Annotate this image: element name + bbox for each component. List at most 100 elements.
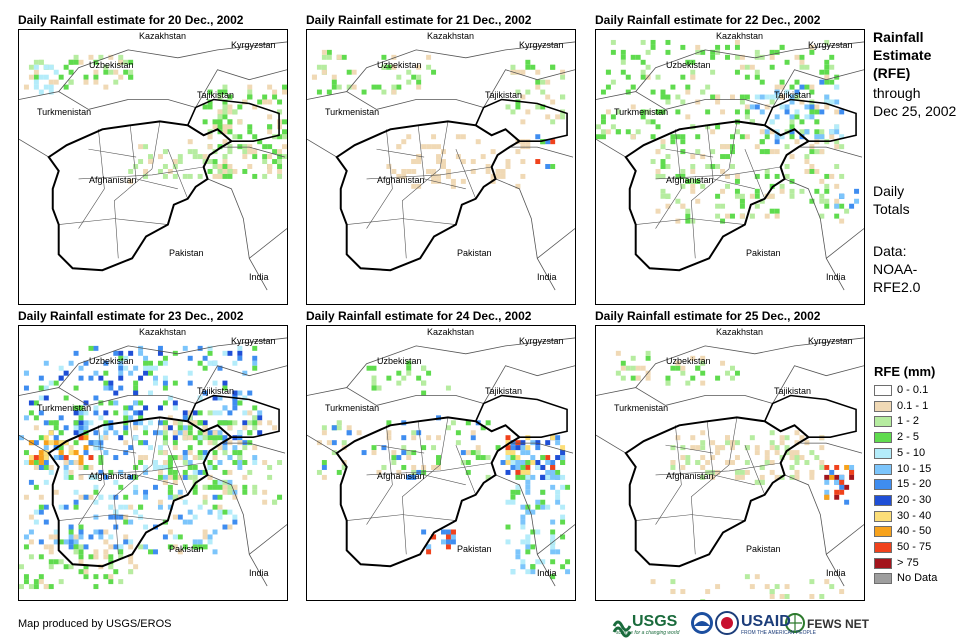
afghanistan-outline — [624, 120, 811, 272]
data-source: Data: NOAA- RFE2.0 — [873, 242, 920, 296]
country-label-india: India — [249, 272, 269, 282]
country-border — [195, 69, 287, 108]
province-boundary — [129, 125, 178, 190]
usaid-text: USAID — [741, 613, 791, 630]
panel-title: Daily Rainfall estimate for 24 Dec., 200… — [306, 309, 532, 323]
pakistan-border — [495, 442, 574, 587]
province-boundary — [167, 445, 189, 495]
country-label-afghanistan: Afghanistan — [666, 175, 714, 185]
country-label-kazakhstan: Kazakhstan — [139, 31, 187, 41]
country-label-uzbekistan: Uzbekistan — [89, 356, 134, 366]
country-label-uzbekistan: Uzbekistan — [377, 60, 422, 70]
country-border — [58, 41, 287, 92]
rfe-heading-line: (RFE) — [873, 65, 911, 81]
country-border — [195, 365, 287, 404]
country-label-afghanistan: Afghanistan — [89, 471, 137, 481]
legend-swatch — [874, 400, 892, 412]
country-border — [537, 524, 575, 555]
legend-label: > 75 — [897, 556, 919, 569]
rfe-heading: Rainfall Estimate (RFE) — [873, 28, 931, 82]
legend-swatch — [874, 557, 892, 569]
legend-swatch — [874, 542, 892, 553]
fews-globe — [785, 613, 805, 633]
country-label-uzbekistan: Uzbekistan — [666, 60, 711, 70]
province-boundary — [346, 218, 456, 225]
legend-label: 0.1 - 1 — [897, 399, 929, 412]
logos-graphic — [612, 611, 805, 638]
noaa-logo — [691, 612, 713, 634]
afghanistan-outline — [335, 416, 522, 568]
pakistan-border — [784, 146, 863, 291]
legend-item: > 75 — [874, 557, 974, 571]
country-label-kyrgyzstan: Kyrgyzstan — [231, 40, 276, 50]
country-label-uzbekistan: Uzbekistan — [666, 356, 711, 366]
country-label-india: India — [537, 568, 557, 578]
legend-item: 10 - 15 — [874, 463, 974, 477]
panel-title: Daily Rainfall estimate for 20 Dec., 200… — [18, 13, 244, 27]
map-canvas — [19, 41, 287, 291]
pakistan-border — [784, 442, 863, 587]
country-border — [19, 138, 49, 158]
country-label-turkmenistan: Turkmenistan — [614, 107, 669, 117]
legend-label: 1 - 2 — [897, 415, 920, 428]
province-boundary — [346, 514, 456, 521]
country-border — [307, 387, 484, 406]
fews-text: FEWS NET — [807, 617, 869, 631]
legend-item: 5 - 10 — [874, 447, 974, 461]
legend-swatch — [874, 416, 892, 428]
legend-item: 50 - 75 — [874, 541, 974, 555]
country-label-kyrgyzstan: Kyrgyzstan — [808, 336, 853, 346]
country-border — [772, 365, 864, 404]
country-border — [483, 69, 575, 108]
country-border — [483, 365, 575, 404]
rainfall-map: Kazakhstan Kyrgyzstan Uzbekistan Tajikistan… — [595, 325, 865, 601]
country-label-tajikistan: Tajikistan — [197, 90, 235, 100]
afghanistan-outline — [47, 120, 234, 272]
legend-item: 0 - 0.1 — [874, 384, 974, 398]
rainfall-map-panel: Daily Rainfall estimate for 24 Dec., 200… — [306, 309, 576, 605]
country-label-pakistan: Pakistan — [457, 248, 492, 258]
province-boundary — [401, 121, 449, 259]
map-credit: Map produced by USGS/EROS — [18, 618, 172, 630]
logo-strip: USGS science for a changing world USAID … — [612, 610, 869, 638]
country-label-pakistan: Pakistan — [169, 544, 204, 554]
province-boundary — [706, 125, 755, 190]
country-label-kazakhstan: Kazakhstan — [427, 327, 475, 337]
province-boundary — [690, 121, 738, 259]
legend-item: 0.1 - 1 — [874, 400, 974, 414]
panel-title: Daily Rainfall estimate for 21 Dec., 200… — [306, 13, 532, 27]
country-label-uzbekistan: Uzbekistan — [377, 356, 422, 366]
country-label-tajikistan: Tajikistan — [485, 90, 523, 100]
country-label-india: India — [537, 272, 557, 282]
province-boundary — [401, 417, 449, 555]
country-label-afghanistan: Afghanistan — [377, 471, 425, 481]
province-boundary — [366, 129, 393, 229]
country-label-tajikistan: Tajikistan — [774, 386, 812, 396]
country-label-turkmenistan: Turkmenistan — [325, 403, 380, 413]
country-label-turkmenistan: Turkmenistan — [37, 107, 92, 117]
country-border — [596, 91, 773, 110]
afghanistan-outline — [624, 416, 811, 568]
province-boundary — [78, 166, 204, 180]
legend-swatch — [874, 432, 892, 444]
pakistan-border — [495, 146, 574, 291]
data-line: RFE2.0 — [873, 279, 921, 295]
country-border — [19, 91, 196, 110]
legend-item: 2 - 5 — [874, 431, 974, 445]
country-border — [19, 434, 49, 454]
usgs-logo — [612, 620, 632, 638]
country-border — [19, 387, 196, 406]
province-boundary — [455, 149, 477, 199]
map-canvas — [307, 337, 575, 587]
through-line: Dec 25, 2002 — [873, 103, 957, 119]
province-boundary — [706, 421, 755, 486]
province-boundary — [744, 445, 766, 495]
legend-label: 5 - 10 — [897, 446, 926, 459]
panel-title: Daily Rainfall estimate for 23 Dec., 200… — [18, 309, 244, 323]
legend-label: 50 - 75 — [897, 541, 932, 553]
province-boundary — [655, 129, 682, 229]
legend-label: 20 - 30 — [897, 493, 932, 506]
country-label-kyrgyzstan: Kyrgyzstan — [519, 336, 564, 346]
country-border — [249, 524, 287, 555]
province-boundary — [366, 166, 492, 180]
